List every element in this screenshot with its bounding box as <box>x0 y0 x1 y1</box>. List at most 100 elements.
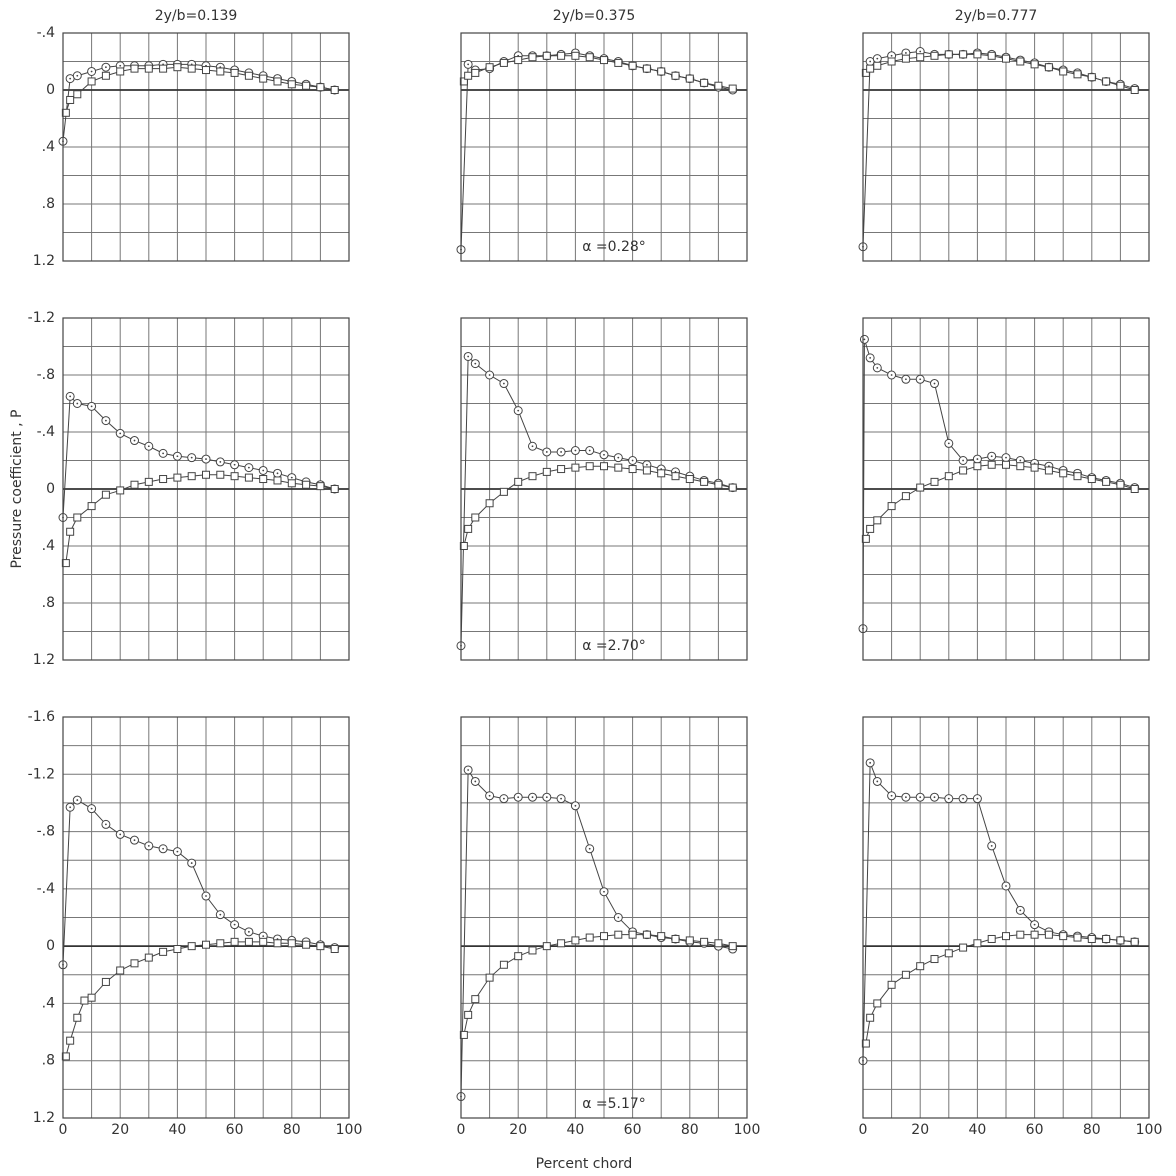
circle-marker-dot <box>119 64 122 67</box>
circle-marker-dot <box>467 63 470 66</box>
square-marker <box>657 67 666 76</box>
square-marker <box>1130 86 1139 94</box>
alpha-label: α =0.28° <box>582 239 646 255</box>
circle-marker-dot <box>233 463 236 466</box>
circle-marker-dot <box>488 794 491 797</box>
circle-marker-dot <box>545 796 548 799</box>
column-title: 2y/b=0.375 <box>553 8 636 24</box>
square-marker <box>273 476 282 485</box>
circle-marker-dot <box>617 456 620 459</box>
square-marker <box>944 949 953 958</box>
y-tick-label: -.8 <box>37 367 55 383</box>
square-marker <box>1030 930 1039 939</box>
square-marker <box>259 937 268 946</box>
square-marker <box>464 524 473 533</box>
square-marker <box>973 462 982 471</box>
circle-marker-dot <box>646 463 648 466</box>
circle-marker-dot <box>176 850 179 853</box>
square-marker <box>1002 460 1010 469</box>
circle-marker-dot <box>905 796 907 799</box>
square-marker <box>861 534 870 543</box>
circle-marker-dot <box>976 797 979 800</box>
square-marker <box>464 71 473 80</box>
circle-marker-dot <box>517 796 520 799</box>
square-marker <box>471 995 480 1004</box>
square-marker <box>73 513 82 522</box>
circle-marker-dot <box>588 449 591 452</box>
alpha-label: α =2.70° <box>582 638 646 654</box>
circle-marker-dot <box>863 338 866 341</box>
square-marker <box>700 78 709 87</box>
y-tick-label: .4 <box>42 538 55 554</box>
circle-marker-dot <box>990 844 993 847</box>
square-marker <box>542 942 551 951</box>
square-marker <box>916 53 925 62</box>
square-marker <box>887 502 896 511</box>
square-marker <box>542 51 551 60</box>
circle-marker-dot <box>133 439 136 442</box>
y-tick-label: -.4 <box>37 25 56 41</box>
circle-marker-dot <box>262 469 265 472</box>
square-marker <box>873 61 882 70</box>
circle-marker-dot <box>233 923 236 926</box>
circle-marker-dot <box>176 455 179 458</box>
square-marker <box>116 67 125 76</box>
square-marker <box>116 966 125 975</box>
circle-marker-dot <box>105 823 107 826</box>
y-tick-label: .4 <box>42 995 55 1011</box>
square-marker <box>600 932 608 941</box>
circle-marker-dot <box>869 357 872 359</box>
y-tick-label: .8 <box>42 595 55 611</box>
circle-marker-dot <box>474 362 477 365</box>
y-tick-label: -1.2 <box>28 766 55 782</box>
circle-marker-dot <box>933 796 936 799</box>
circle-marker-dot <box>617 916 620 919</box>
square-marker <box>144 64 153 73</box>
square-marker <box>499 58 508 67</box>
x-tick-label: 100 <box>1136 1122 1163 1138</box>
square-marker <box>642 64 651 73</box>
square-marker <box>873 999 882 1008</box>
x-tick-label: 40 <box>168 1122 186 1138</box>
square-marker <box>187 942 196 951</box>
square-marker <box>973 50 982 59</box>
plot-frame <box>62 32 350 262</box>
square-marker <box>930 955 939 964</box>
square-marker <box>230 68 239 77</box>
square-marker <box>1116 480 1125 489</box>
circle-marker-dot <box>560 451 562 453</box>
square-marker <box>73 90 82 99</box>
x-tick-label: 60 <box>1026 1122 1044 1138</box>
y-tick-label: 0 <box>46 82 55 98</box>
square-marker <box>944 50 953 59</box>
circle-marker-dot <box>876 366 879 369</box>
square-marker <box>887 980 896 989</box>
circle-marker-dot <box>205 458 207 460</box>
square-marker <box>987 51 996 60</box>
square-marker <box>987 934 996 943</box>
square-marker <box>528 53 537 62</box>
circle-marker-dot <box>1019 459 1022 462</box>
square-marker <box>514 477 523 486</box>
square-marker <box>585 462 594 471</box>
square-marker <box>685 74 694 83</box>
square-marker <box>130 64 139 73</box>
square-marker <box>87 502 96 511</box>
circle-marker-dot <box>1005 885 1007 887</box>
circle-marker-dot <box>919 50 922 53</box>
square-marker <box>944 472 953 481</box>
square-marker <box>66 527 75 536</box>
square-marker <box>930 477 939 486</box>
square-marker <box>101 490 110 499</box>
x-tick-label: 80 <box>681 1122 699 1138</box>
y-tick-label: -1.2 <box>28 310 55 326</box>
circle-marker-dot <box>147 844 150 847</box>
square-marker <box>1087 934 1096 943</box>
circle-marker-dot <box>290 476 293 479</box>
square-marker <box>959 50 968 59</box>
square-marker <box>216 939 225 948</box>
circle-marker-dot <box>631 459 634 462</box>
x-tick-label: 40 <box>566 1122 584 1138</box>
square-marker <box>159 64 168 73</box>
